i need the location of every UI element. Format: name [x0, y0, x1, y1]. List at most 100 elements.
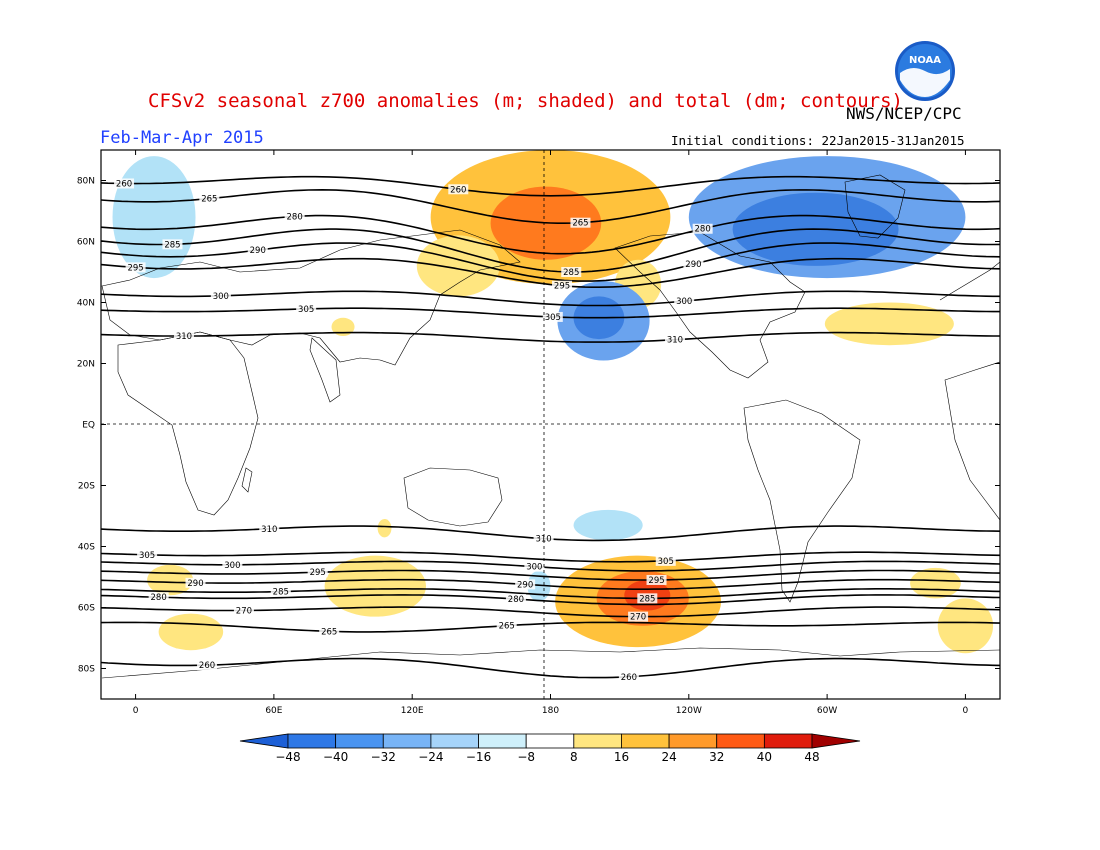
- coastline-madagascar: [241, 467, 253, 493]
- contour-label: 305: [545, 313, 561, 323]
- lon-tick-label: 120W: [676, 706, 702, 716]
- colorbar-box: [287, 733, 337, 749]
- contour-label: 295: [310, 568, 326, 578]
- contour-label: 270: [630, 613, 646, 623]
- contour-265-1: [101, 188, 1000, 224]
- colorbar-box: [621, 733, 670, 749]
- lat-tick-label: 20N: [77, 360, 95, 370]
- colorbar-tick-label: −40: [323, 750, 348, 764]
- lat-tick-label: 20S: [78, 482, 95, 492]
- lat-tick-label: 80S: [78, 665, 95, 675]
- map-ticks: 80N 60N 40N 20N EQ 20S 40S 60S 80S 0 60E 120E 180 120…: [77, 150, 1000, 716]
- contour-285-3: [101, 228, 1000, 273]
- initial-conditions: Initial conditions: 22Jan2015-31Jan2015: [671, 133, 965, 148]
- contour-label: 260: [450, 185, 466, 195]
- contour-label: 290: [250, 246, 266, 256]
- coastline-africa: [117, 331, 259, 516]
- height-contours: 260 260 265 265 280 280 285 285 290 290 295 295 300 3…: [101, 175, 1000, 683]
- lat-tick-label: 60S: [78, 604, 95, 614]
- noaa-logo-icon: NOAA: [895, 41, 955, 101]
- contour-label: 300: [676, 297, 692, 307]
- contour-label: 280: [151, 593, 167, 603]
- contour-label: 285: [164, 240, 180, 250]
- contour-label: 265: [201, 195, 217, 205]
- contour-300-6: [101, 290, 1000, 307]
- contour-285-14: [101, 588, 1000, 600]
- chart-title: CFSv2 seasonal z700 anomalies (m; shaded…: [148, 90, 903, 112]
- colorbar-tick-label: 48: [804, 750, 819, 764]
- contour-280-15: [101, 594, 1000, 606]
- anomaly-region-21: [377, 519, 392, 538]
- contour-label: 310: [261, 525, 277, 535]
- coastline-eurasia: [101, 229, 521, 366]
- lon-tick-label: 60W: [817, 706, 837, 716]
- contour-label: 290: [685, 260, 701, 270]
- lon-tick-label: 0: [963, 706, 969, 716]
- contour-label: 300: [526, 563, 542, 573]
- colorbar-box: [335, 733, 384, 749]
- colorbar-tick-label: −16: [466, 750, 491, 764]
- contour-label: 280: [508, 595, 524, 605]
- colorbar-tick-label: 24: [661, 750, 676, 764]
- contour-label: 300: [224, 561, 240, 571]
- contour-label: 295: [554, 282, 570, 292]
- contour-label: 290: [517, 580, 533, 590]
- contour-label: 290: [187, 579, 203, 589]
- coastline-india: [309, 337, 341, 403]
- colorbar: −48 −40 −32 −24 −16 −8 8 16 24 32 40 48: [239, 733, 861, 764]
- contour-265-17: [101, 621, 1000, 633]
- contour-280-2: [101, 214, 1000, 255]
- lon-tick-label: 120E: [401, 706, 424, 716]
- lon-tick-label: 180: [542, 706, 559, 716]
- coastline-antarctica: [101, 647, 1000, 679]
- lat-tick-label: EQ: [82, 421, 95, 431]
- coastline-europe: [939, 261, 1000, 521]
- contour-label: 285: [273, 588, 289, 598]
- coastline-greenland: [844, 174, 906, 239]
- contour-label: 285: [639, 594, 655, 604]
- lon-tick-label: 0: [133, 706, 139, 716]
- anomaly-region-10: [331, 317, 355, 337]
- contour-label: 285: [563, 268, 579, 278]
- contour-label: 305: [298, 305, 314, 315]
- contour-label: 300: [213, 292, 229, 302]
- contour-label: 310: [535, 535, 551, 545]
- colorbar-tick-label: 32: [709, 750, 724, 764]
- lat-tick-label: 40N: [77, 299, 95, 309]
- anomaly-region-18: [937, 598, 994, 654]
- coastline-north-america: [614, 231, 806, 379]
- colorbar-box: [525, 733, 575, 749]
- map-grid: [101, 150, 1000, 699]
- anomaly-region-16: [158, 613, 224, 651]
- contour-295-12: [101, 569, 1000, 581]
- anomaly-region-19: [573, 509, 643, 541]
- colorbar-box: [668, 733, 718, 749]
- lat-tick-label: 80N: [77, 177, 95, 187]
- anomaly-region-17: [910, 567, 961, 599]
- colorbar-box: [382, 733, 432, 749]
- colorbar-tick-label: −48: [275, 750, 300, 764]
- contour-290-13: [101, 578, 1000, 590]
- lon-tick-label: 60E: [265, 706, 282, 716]
- contour-label: 305: [658, 557, 674, 567]
- contour-305-10: [101, 551, 1000, 563]
- colorbar-box: [430, 733, 479, 749]
- coastline-australia: [403, 467, 503, 527]
- anomaly-region-6: [112, 156, 196, 279]
- colorbar-tick-label: 8: [570, 750, 578, 764]
- contour-label: 280: [287, 212, 303, 222]
- contour-260-0: [101, 175, 1000, 197]
- contour-label: 295: [648, 576, 664, 586]
- colorbar-box: [573, 733, 622, 749]
- contour-label: 260: [199, 661, 215, 671]
- colorbar-low-arrow: [239, 733, 289, 749]
- colorbar-box: [763, 733, 813, 749]
- forecast-period: Feb-Mar-Apr 2015: [100, 128, 264, 148]
- anomaly-region-2: [416, 235, 500, 297]
- noaa-logo-text: NOAA: [909, 55, 941, 66]
- contour-label: 310: [667, 336, 683, 346]
- contour-310-8: [101, 331, 1000, 343]
- contour-label: 280: [695, 225, 711, 235]
- colorbar-high-arrow: [811, 733, 861, 749]
